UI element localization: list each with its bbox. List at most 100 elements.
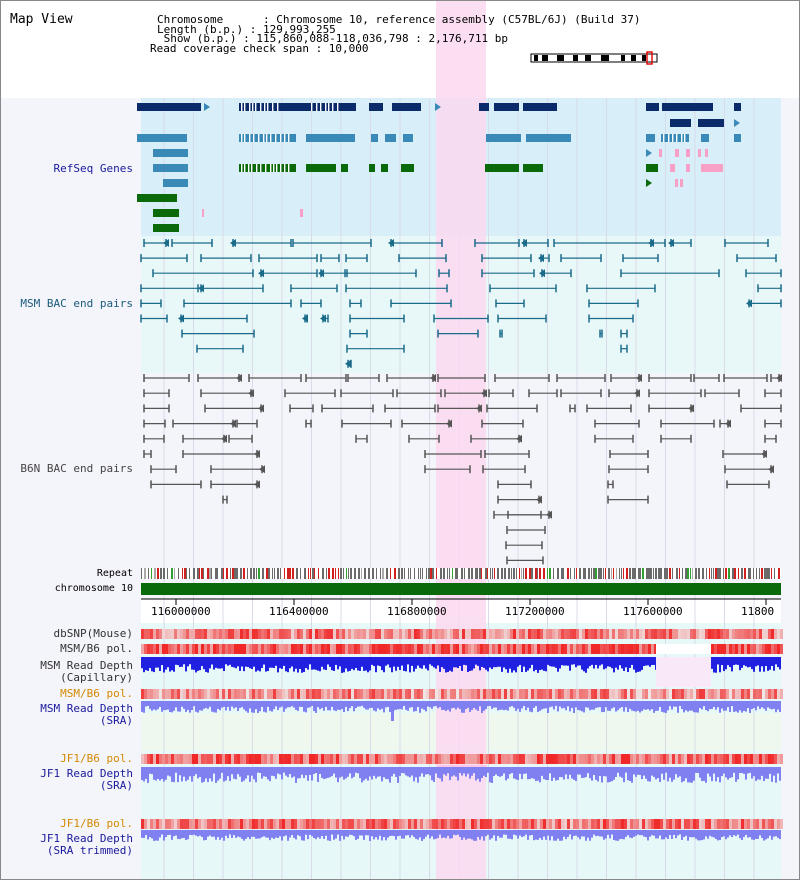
repeat-element xyxy=(364,568,366,579)
track-label-repeat[interactable]: Repeat xyxy=(96,568,133,579)
polymorphism-cell xyxy=(408,644,411,654)
read-depth-bar xyxy=(489,830,491,840)
track-label-jf1-b6-pol-2[interactable]: JF1/B6 pol. xyxy=(60,817,133,830)
gene-arrow xyxy=(137,194,142,202)
polymorphism-cell xyxy=(663,754,666,764)
read-depth-bar xyxy=(629,767,631,781)
track-label-b6n-bac[interactable]: B6N BAC end pairs xyxy=(20,462,133,475)
polymorphism-cell xyxy=(705,754,708,764)
repeat-element xyxy=(350,568,352,579)
read-depth-bar xyxy=(187,657,189,667)
repeat-element xyxy=(148,568,149,579)
read-depth-bar xyxy=(155,830,157,841)
read-depth-bar xyxy=(287,767,289,778)
polymorphism-cell xyxy=(717,754,720,764)
read-depth-bar xyxy=(585,767,587,778)
track-label-msm-read-depth-sra[interactable]: MSM Read Depth xyxy=(40,702,133,715)
polymorphism-cell xyxy=(603,644,606,654)
read-depth-bar xyxy=(291,701,293,707)
read-depth-bar xyxy=(703,767,705,781)
read-depth-bar xyxy=(363,767,365,781)
read-depth-bar xyxy=(359,657,361,671)
polymorphism-cell xyxy=(186,819,189,829)
polymorphism-cell xyxy=(753,754,756,764)
track-label-jf1-b6-pol-1[interactable]: JF1/B6 pol. xyxy=(60,752,133,765)
track-label-jf1-read-depth-trimmed[interactable]: JF1 Read Depth xyxy=(40,832,133,845)
polymorphism-cell xyxy=(723,629,726,639)
read-depth-bar xyxy=(523,657,525,667)
read-depth-bar xyxy=(469,830,471,839)
polymorphism-cell xyxy=(657,754,660,764)
read-depth-bar xyxy=(487,701,489,707)
read-depth-bar xyxy=(287,830,289,841)
read-depth-bar xyxy=(641,767,643,780)
gene-feature-pink xyxy=(202,209,204,217)
read-depth-bar xyxy=(341,657,343,673)
read-depth-bar xyxy=(157,657,159,668)
read-depth-bar xyxy=(601,657,603,665)
polymorphism-cell xyxy=(567,754,570,764)
track-label-msm-b6-pol-2[interactable]: MSM/B6 pol. xyxy=(60,687,133,700)
read-depth-bar xyxy=(537,657,539,673)
track-label-msm-b6-pol-1[interactable]: MSM/B6 pol. xyxy=(60,642,133,655)
polymorphism-cell xyxy=(273,644,276,654)
polymorphism-cell xyxy=(243,754,246,764)
track-label-jf1-read-depth-sra[interactable]: JF1 Read Depth xyxy=(40,767,133,780)
polymorphism-cell xyxy=(618,689,621,699)
polymorphism-cell xyxy=(252,689,255,699)
track-label-msm-bac[interactable]: MSM BAC end pairs xyxy=(20,297,133,310)
repeat-element xyxy=(193,568,195,579)
track-label-dbsnp[interactable]: dbSNP(Mouse) xyxy=(53,627,133,640)
read-depth-bar xyxy=(717,657,719,665)
polymorphism-cell xyxy=(450,644,453,654)
repeat-element xyxy=(404,568,405,579)
read-depth-bar xyxy=(571,701,573,708)
gene-feature xyxy=(698,119,724,127)
polymorphism-cell xyxy=(324,689,327,699)
read-depth-bar xyxy=(537,701,539,713)
polymorphism-cell xyxy=(675,689,678,699)
polymorphism-cell xyxy=(558,819,561,829)
read-depth-bar xyxy=(379,701,381,710)
polymorphism-cell xyxy=(339,819,342,829)
polymorphism-cell xyxy=(543,644,546,654)
polymorphism-cell xyxy=(537,754,540,764)
polymorphism-cell xyxy=(450,689,453,699)
read-depth-bar xyxy=(199,657,201,671)
track-label-refseq-genes[interactable]: RefSeq Genes xyxy=(53,162,133,175)
read-depth-bar xyxy=(219,767,221,779)
track-label-chromosome[interactable]: chromosome 10 xyxy=(54,583,133,594)
polymorphism-cell xyxy=(153,819,156,829)
polymorphism-cell xyxy=(399,819,402,829)
track-label-msm-read-depth-capillary[interactable]: MSM Read Depth xyxy=(40,659,133,672)
read-depth-bar xyxy=(541,701,543,710)
read-depth-bar xyxy=(241,701,243,708)
polymorphism-cell xyxy=(357,819,360,829)
polymorphism-cell xyxy=(561,644,564,654)
read-depth-bar xyxy=(529,830,531,836)
polymorphism-cell xyxy=(165,689,168,699)
read-depth-bar xyxy=(389,657,391,668)
polymorphism-cell xyxy=(573,754,576,764)
polymorphism-cell xyxy=(624,689,627,699)
polymorphism-cell xyxy=(546,754,549,764)
read-depth-bar xyxy=(575,767,577,781)
repeat-element xyxy=(211,568,212,579)
polymorphism-cell xyxy=(534,689,537,699)
polymorphism-cell xyxy=(246,819,249,829)
polymorphism-cell xyxy=(612,644,615,654)
polymorphism-cell xyxy=(171,689,174,699)
gene-exon-gap xyxy=(249,103,251,111)
polymorphism-cell xyxy=(612,689,615,699)
read-depth-bar xyxy=(693,830,695,838)
read-depth-bar xyxy=(555,657,557,668)
read-depth-bar xyxy=(499,657,501,667)
repeat-element xyxy=(410,568,411,579)
polymorphism-cell xyxy=(435,629,438,639)
polymorphism-cell xyxy=(591,689,594,699)
polymorphism-cell xyxy=(414,689,417,699)
repeat-element xyxy=(215,568,217,579)
repeat-element xyxy=(422,568,423,579)
read-depth-bar xyxy=(583,701,585,713)
read-depth-bar xyxy=(679,767,681,777)
